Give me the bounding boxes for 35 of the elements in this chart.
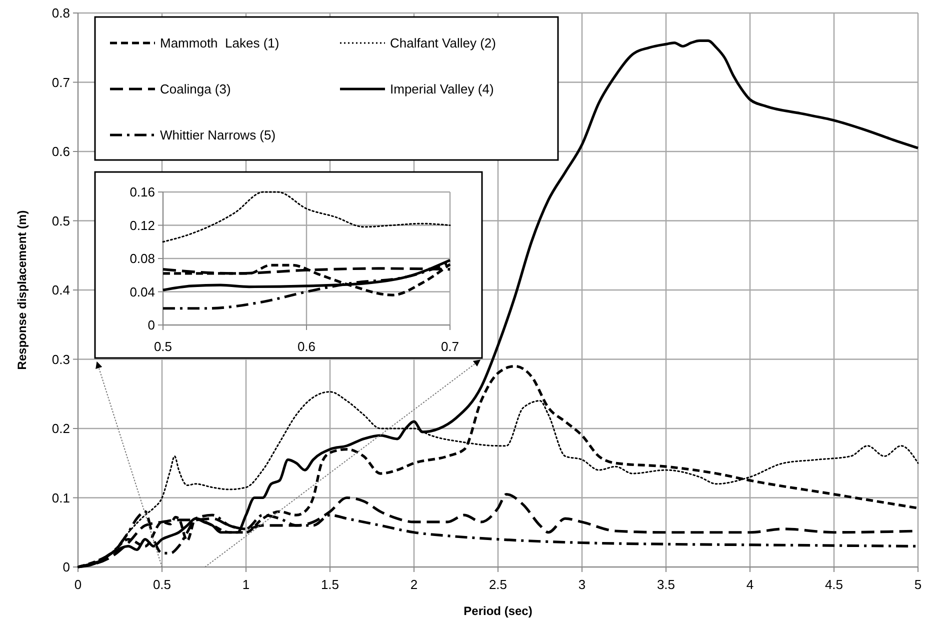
x-tick-label: 4.5 <box>824 577 844 592</box>
x-tick-label: 3 <box>578 577 586 592</box>
y-tick-label: 0.4 <box>52 282 70 298</box>
y-tick-label: 0.04 <box>130 284 155 300</box>
x-tick-label: 0.5 <box>152 577 172 592</box>
x-tick-label: 0.5 <box>154 339 172 354</box>
y-tick-label: 0.3 <box>52 352 70 367</box>
y-tick-label: 0 <box>62 560 70 575</box>
y-tick-label: 0.16 <box>130 184 155 200</box>
x-axis-title: Period (sec) <box>464 604 532 618</box>
y-tick-label: 0.8 <box>52 6 70 21</box>
y-tick-label: 0.08 <box>130 251 155 266</box>
x-tick-label: 0.6 <box>297 339 316 354</box>
legend-label: Imperial Valley (4) <box>390 82 494 97</box>
y-tick-label: 0.7 <box>52 74 70 90</box>
y-tick-label: 0.2 <box>52 421 70 436</box>
legend-label: Coalinga (3) <box>160 82 231 97</box>
legend-label: Chalfant Valley (2) <box>390 36 496 51</box>
y-tick-label: 0.5 <box>52 213 70 228</box>
x-tick-label: 1 <box>242 577 250 592</box>
y-tick-label: 0.12 <box>130 218 155 233</box>
x-tick-label: 2 <box>410 577 418 592</box>
x-tick-label: 5 <box>914 577 922 592</box>
y-axis-title: Response displacement (m) <box>15 210 29 370</box>
x-tick-label: 4 <box>746 577 754 592</box>
y-tick-label: 0.6 <box>52 144 70 160</box>
x-tick-label: 0.7 <box>440 339 460 354</box>
legend-label: Whittier Narrows (5) <box>160 128 276 143</box>
x-tick-label: 1.5 <box>320 577 340 592</box>
x-tick-label: 3.5 <box>656 577 676 592</box>
y-tick-label: 0.1 <box>52 490 70 506</box>
x-tick-label: 2.5 <box>488 577 508 592</box>
x-tick-label: 0 <box>74 577 82 592</box>
y-tick-label: 0 <box>148 318 155 333</box>
legend-label: Mammoth Lakes (1) <box>160 36 280 51</box>
